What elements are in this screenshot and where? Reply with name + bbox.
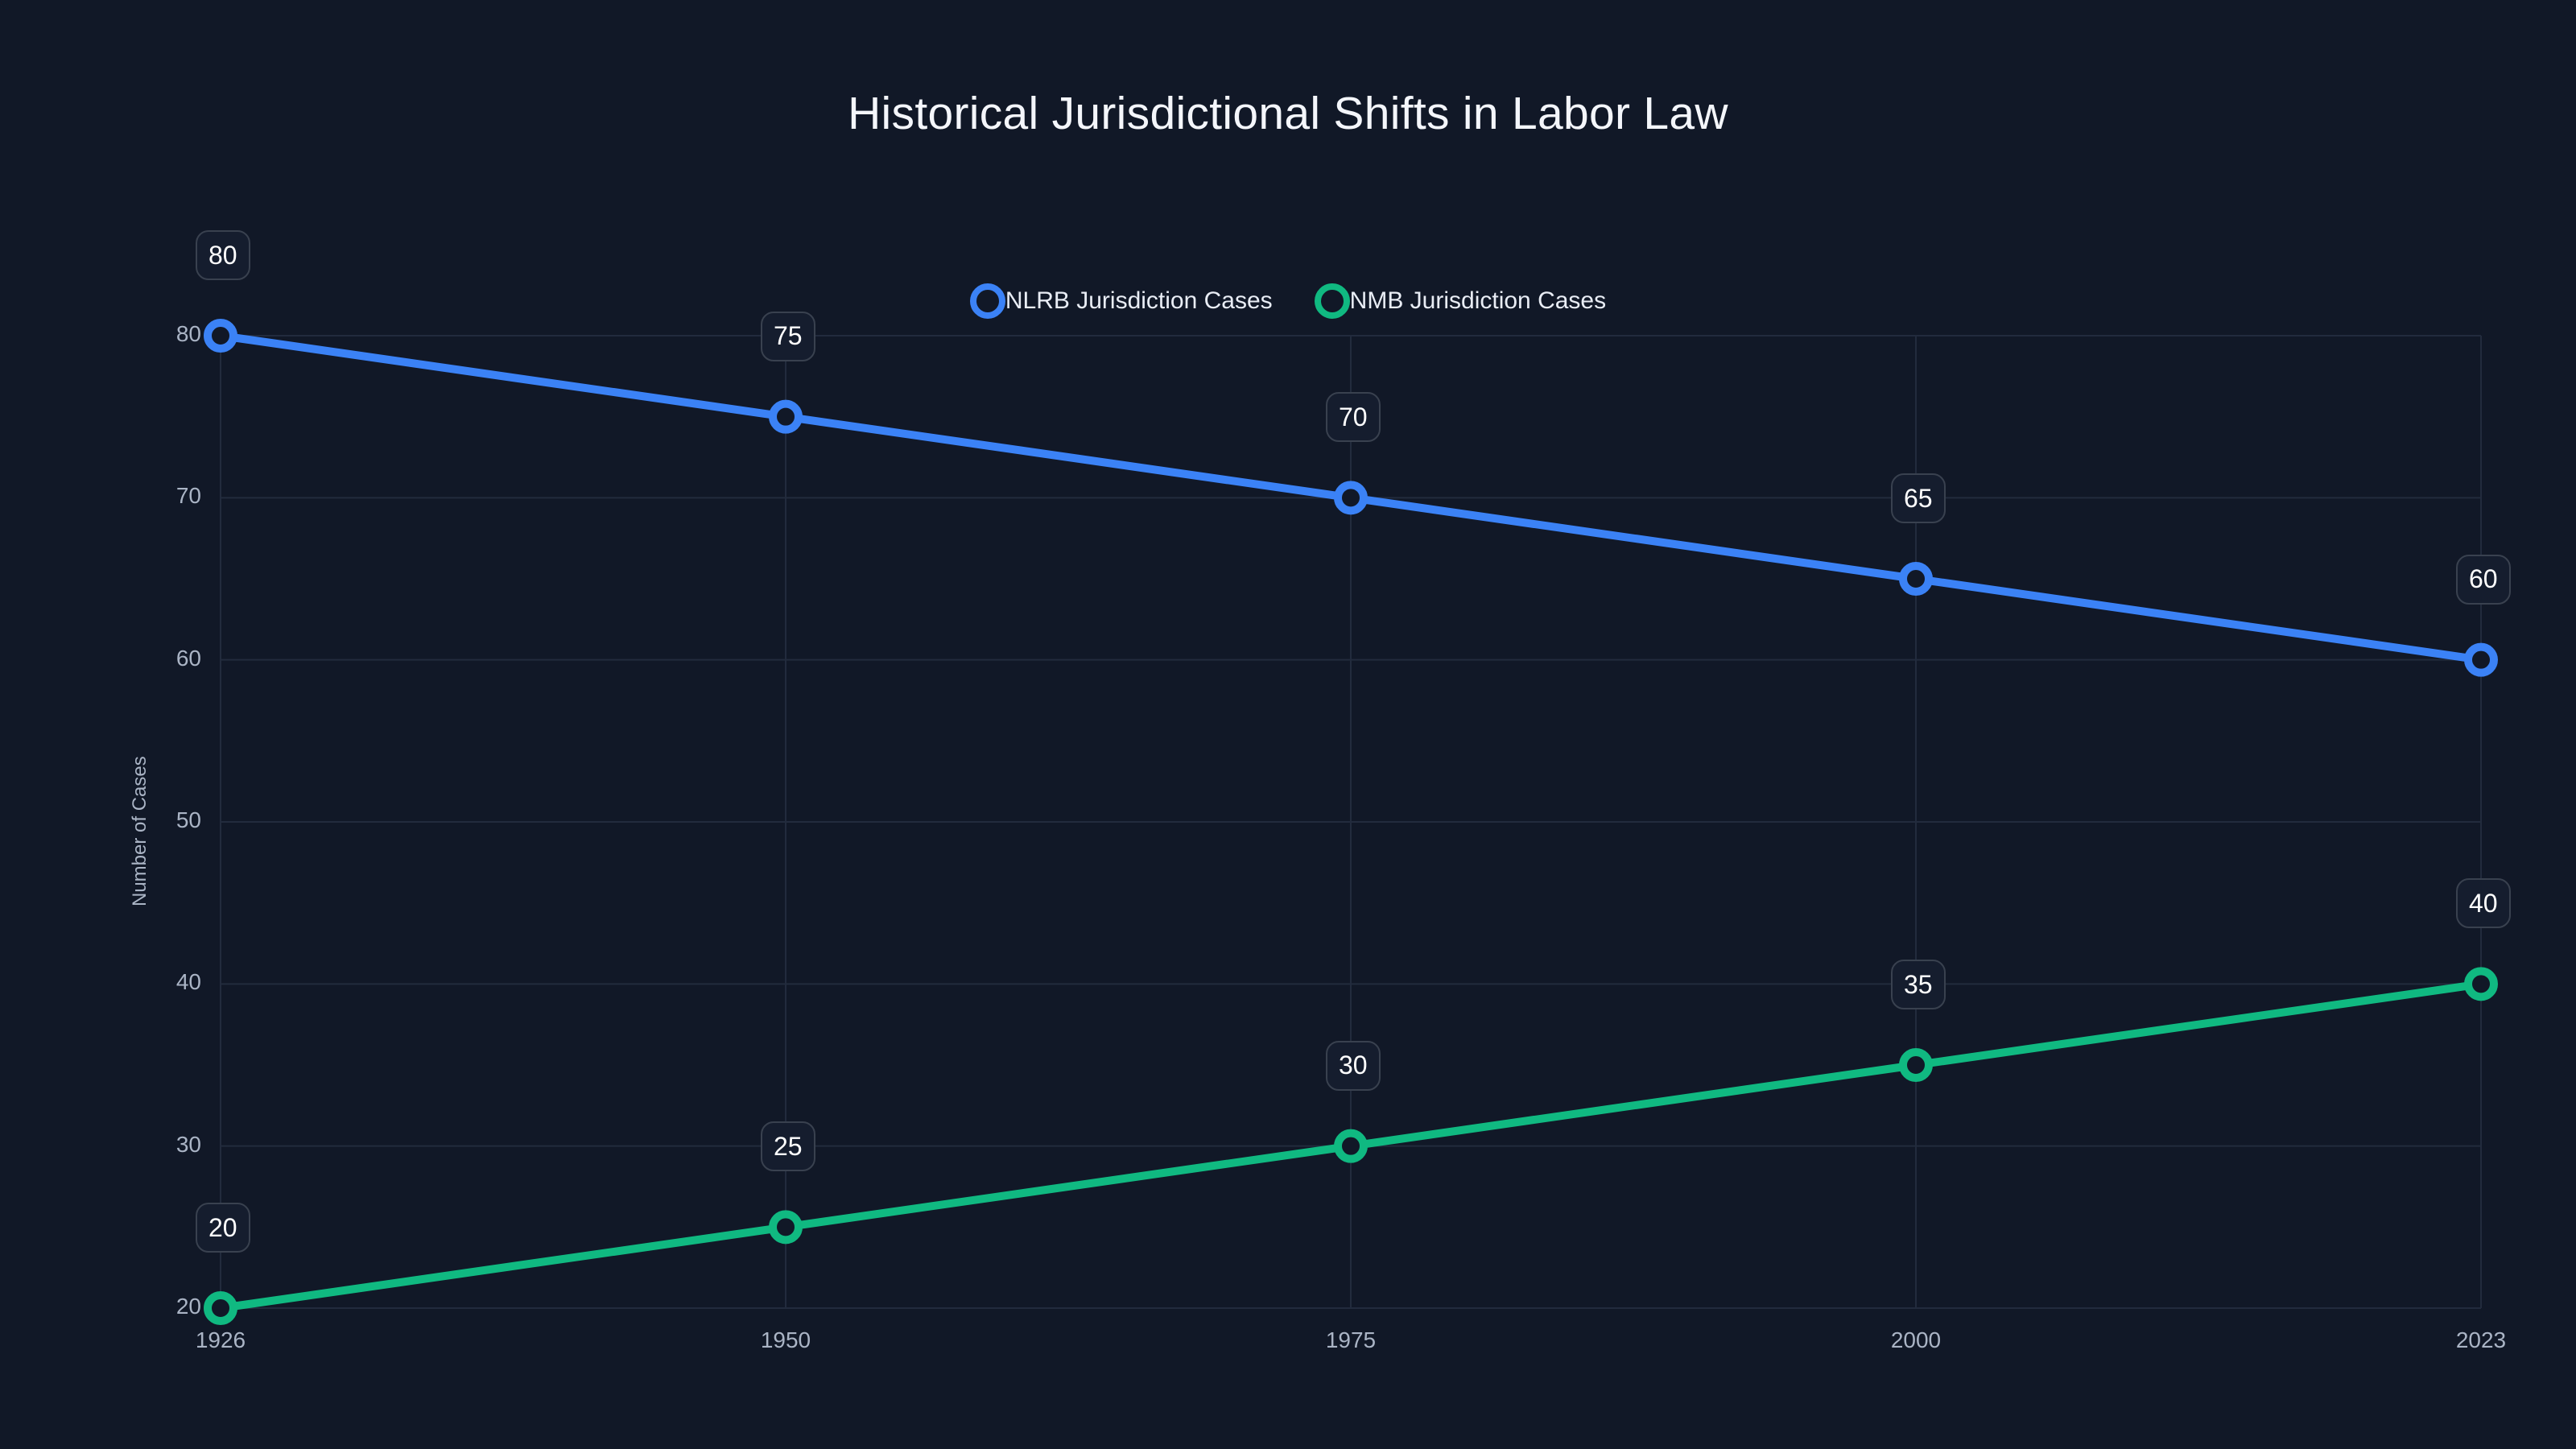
legend-marker-icon <box>1314 283 1350 319</box>
data-point-marker[interactable] <box>2464 967 2498 1001</box>
x-axis-tick-label: 1950 <box>760 1327 811 1352</box>
data-point-label: 60 <box>2456 554 2511 605</box>
data-point-marker[interactable] <box>204 319 237 353</box>
data-point-label: 20 <box>196 1203 250 1253</box>
data-point-marker[interactable] <box>1899 1048 1933 1082</box>
y-axis-tick-label: 80 <box>175 321 201 346</box>
data-point-marker[interactable] <box>204 1291 237 1325</box>
y-axis-tick-label: 50 <box>175 807 201 832</box>
chart-title: Historical Jurisdictional Shifts in Labo… <box>848 88 1728 139</box>
x-axis-tick-label: 2000 <box>1890 1327 1942 1352</box>
y-axis-tick-label: 70 <box>175 483 201 509</box>
x-axis-tick-label: 1926 <box>195 1327 246 1352</box>
data-point-marker[interactable] <box>2464 642 2498 677</box>
legend-item-0[interactable]: NLRB Jurisdiction Cases <box>969 283 1273 319</box>
y-axis-title: Number of Cases <box>129 756 151 906</box>
y-axis-tick-label: 30 <box>175 1131 201 1157</box>
chart-legend: NLRB Jurisdiction Cases NMB Jurisdiction … <box>0 283 2576 319</box>
legend-marker-icon <box>969 283 1005 319</box>
data-point-label: 25 <box>761 1121 815 1172</box>
x-axis-tick-label: 1975 <box>1325 1327 1377 1352</box>
data-point-marker[interactable] <box>1334 1129 1368 1163</box>
data-point-marker[interactable] <box>1334 481 1368 515</box>
data-point-label: 30 <box>1326 1040 1381 1091</box>
y-axis-tick-label: 40 <box>175 969 201 995</box>
data-point-label: 80 <box>196 230 250 280</box>
x-axis-tick-label: 2023 <box>2455 1327 2507 1352</box>
data-point-marker[interactable] <box>769 1210 803 1245</box>
data-point-marker[interactable] <box>1899 562 1933 596</box>
y-axis-tick-label: 20 <box>175 1294 201 1319</box>
data-point-label: 65 <box>1891 473 1946 523</box>
y-axis-tick-label: 60 <box>175 645 201 671</box>
data-point-label: 40 <box>2456 878 2511 929</box>
data-point-label: 75 <box>761 311 815 361</box>
data-point-label: 35 <box>1891 960 1946 1009</box>
legend-label: NMB Jurisdiction Cases <box>1349 287 1607 314</box>
legend-item-1[interactable]: NMB Jurisdiction Cases <box>1314 283 1607 319</box>
data-point-marker[interactable] <box>769 399 803 434</box>
data-point-label: 70 <box>1326 392 1381 443</box>
series-lines <box>204 319 2498 1325</box>
legend-label: NLRB Jurisdiction Cases <box>1005 287 1273 314</box>
